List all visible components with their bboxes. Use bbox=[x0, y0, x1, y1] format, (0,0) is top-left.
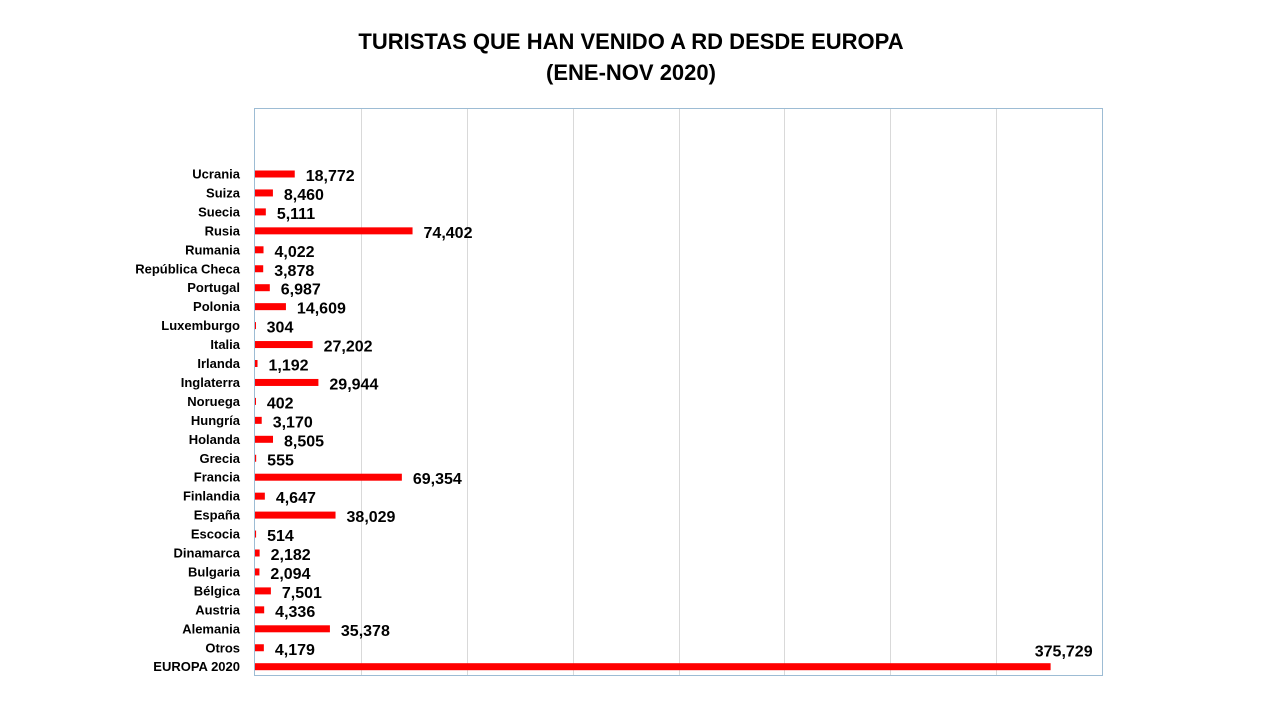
bar-row-23 bbox=[255, 587, 271, 595]
value-label-row-2: 8,460 bbox=[284, 187, 324, 204]
category-label-row-9: Luxemburgo bbox=[161, 318, 240, 333]
bar-row-2 bbox=[255, 189, 273, 197]
category-label-row-16: Grecia bbox=[200, 451, 241, 466]
bars bbox=[255, 170, 1051, 671]
value-label-row-18: 4,647 bbox=[276, 490, 316, 507]
category-label-row-17: Francia bbox=[194, 470, 241, 485]
value-label-row-13: 402 bbox=[267, 395, 294, 412]
value-label-row-24: 4,336 bbox=[275, 604, 315, 621]
category-label-row-24: Austria bbox=[195, 602, 241, 617]
category-label-row-1: Ucrania bbox=[192, 167, 240, 182]
value-label-row-27: 375,729 bbox=[1035, 644, 1093, 661]
category-label-row-11: Irlanda bbox=[197, 356, 240, 371]
value-label-row-8: 14,609 bbox=[297, 301, 346, 318]
bar-row-24 bbox=[255, 606, 265, 614]
category-label-row-15: Holanda bbox=[189, 432, 241, 447]
bar-row-12 bbox=[255, 378, 319, 386]
value-label-row-17: 69,354 bbox=[413, 471, 462, 488]
chart-title-line-1: TURISTAS QUE HAN VENIDO A RD DESDE EUROP… bbox=[358, 29, 904, 54]
value-label-row-22: 2,094 bbox=[270, 566, 310, 583]
bar-row-22 bbox=[255, 568, 260, 576]
category-label-row-12: Inglaterra bbox=[181, 375, 241, 390]
bar-row-27 bbox=[255, 663, 1051, 671]
bar-row-3 bbox=[255, 208, 266, 216]
bar-row-20 bbox=[255, 530, 257, 538]
value-label-row-6: 3,878 bbox=[274, 263, 314, 280]
value-label-row-23: 7,501 bbox=[282, 585, 322, 602]
value-label-row-7: 6,987 bbox=[281, 282, 321, 299]
bar-row-13 bbox=[255, 397, 256, 405]
bar-row-6 bbox=[255, 265, 264, 273]
category-label-row-20: Escocia bbox=[191, 527, 241, 542]
category-label-row-26: Otros bbox=[205, 640, 240, 655]
bar-row-8 bbox=[255, 303, 286, 311]
category-label-row-25: Alemania bbox=[182, 621, 241, 636]
value-label-row-19: 38,029 bbox=[347, 509, 396, 526]
value-label-row-9: 304 bbox=[267, 320, 294, 337]
bar-row-25 bbox=[255, 625, 330, 633]
category-label-row-6: República Checa bbox=[135, 261, 241, 276]
value-label-row-12: 29,944 bbox=[329, 376, 378, 393]
bar-row-7 bbox=[255, 284, 270, 292]
value-label-row-25: 35,378 bbox=[341, 623, 390, 640]
category-label-row-22: Bulgaria bbox=[188, 564, 241, 579]
category-label-row-21: Dinamarca bbox=[174, 546, 241, 561]
plot-area-frame bbox=[254, 108, 1103, 676]
chart-title: TURISTAS QUE HAN VENIDO A RD DESDE EUROP… bbox=[0, 26, 1262, 88]
value-label-row-4: 74,402 bbox=[424, 225, 473, 242]
chart-title-line-2: (ENE-NOV 2020) bbox=[546, 60, 716, 85]
category-label-row-13: Noruega bbox=[187, 394, 241, 409]
value-label-row-1: 18,772 bbox=[306, 168, 355, 185]
value-label-row-20: 514 bbox=[267, 528, 294, 545]
value-label-row-15: 8,505 bbox=[284, 433, 324, 450]
value-label-row-10: 27,202 bbox=[324, 339, 373, 356]
value-label-row-5: 4,022 bbox=[275, 244, 315, 261]
bar-row-10 bbox=[255, 341, 313, 349]
value-label-row-11: 1,192 bbox=[269, 358, 309, 375]
value-label-row-14: 3,170 bbox=[273, 414, 313, 431]
category-label-row-3: Suecia bbox=[198, 204, 241, 219]
category-label-row-5: Rumania bbox=[185, 242, 241, 257]
grid-lines bbox=[361, 109, 997, 675]
value-label-row-21: 2,182 bbox=[271, 547, 311, 564]
bar-row-9 bbox=[255, 322, 256, 330]
category-label-row-2: Suiza bbox=[206, 185, 241, 200]
bar-row-17 bbox=[255, 473, 402, 481]
bar-row-19 bbox=[255, 511, 336, 519]
category-label-row-18: Finlandia bbox=[183, 489, 241, 504]
bar-row-21 bbox=[255, 549, 260, 557]
bar-row-11 bbox=[255, 360, 258, 367]
category-label-row-23: Bélgica bbox=[194, 583, 241, 598]
bar-row-18 bbox=[255, 492, 265, 500]
value-label-row-16: 555 bbox=[267, 452, 294, 469]
category-label-row-4: Rusia bbox=[205, 223, 241, 238]
bar-row-5 bbox=[255, 246, 264, 254]
category-label-row-8: Polonia bbox=[193, 299, 241, 314]
bar-row-15 bbox=[255, 435, 274, 443]
bar-row-16 bbox=[255, 454, 257, 462]
bar-row-4 bbox=[255, 227, 413, 235]
bar-row-14 bbox=[255, 416, 262, 424]
category-label-row-27: EUROPA 2020 bbox=[153, 659, 240, 674]
category-label-row-14: Hungría bbox=[191, 413, 241, 428]
value-label-row-3: 5,111 bbox=[277, 206, 315, 223]
category-label-row-19: España bbox=[194, 508, 241, 523]
bar-row-1 bbox=[255, 170, 295, 178]
category-labels: Ucrania Suiza Suecia Rusia Rumania República … bbox=[135, 167, 241, 675]
category-label-row-7: Portugal bbox=[187, 280, 240, 295]
value-label-row-26: 4,179 bbox=[275, 642, 315, 659]
value-labels: 18,772 8,460 5,111 74,402 4,022 3,878 6,987 14,… bbox=[267, 168, 1093, 661]
category-label-row-10: Italia bbox=[210, 337, 240, 352]
bar-row-26 bbox=[255, 644, 264, 652]
